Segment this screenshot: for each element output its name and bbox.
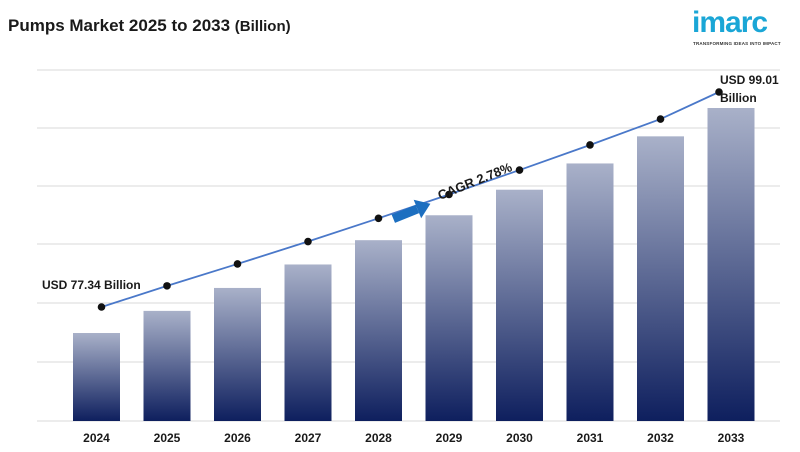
logo-word: imarc <box>692 6 768 39</box>
x-tick-label: 2025 <box>154 431 181 445</box>
start-value-label: USD 77.34 Billion <box>42 278 141 292</box>
chart-title: Pumps Market 2025 to 2033 (Billion) <box>8 16 291 36</box>
bar-2029 <box>425 215 473 421</box>
chart-title-unit: (Billion) <box>234 18 291 35</box>
trend-point-2029 <box>445 190 453 199</box>
bar-2032 <box>637 136 684 421</box>
x-tick-label: 2033 <box>718 431 745 445</box>
bar-2033 <box>707 108 755 421</box>
end-value-label-line2: Billion <box>720 91 757 105</box>
x-tick-label: 2030 <box>506 431 533 445</box>
chart-title-main: Pumps Market 2025 to 2033 <box>8 16 231 35</box>
x-tick-label: 2026 <box>224 431 251 445</box>
bar-2024 <box>73 333 120 421</box>
x-axis-labels: 2024 2025 2026 2027 2028 2029 2030 2031 2032 2033 <box>83 431 745 445</box>
trend-point-2030 <box>515 166 524 174</box>
bar-2028 <box>355 240 402 421</box>
trend-point-2025 <box>163 282 171 290</box>
bar-2030 <box>496 189 543 421</box>
trend-point-2033 <box>715 88 723 96</box>
x-tick-label: 2031 <box>577 431 604 445</box>
trend-point-2031 <box>586 141 594 149</box>
end-value-label-line1: USD 99.01 <box>720 73 779 87</box>
trend-point-2024 <box>97 303 106 311</box>
cagr-arrow-head <box>413 199 431 219</box>
x-tick-label: 2027 <box>295 431 322 445</box>
trend-point-2028 <box>374 214 383 223</box>
x-tick-label: 2028 <box>365 431 392 445</box>
x-tick-label: 2024 <box>83 431 110 445</box>
trend-point-2032 <box>656 115 665 123</box>
cagr-arrow-shaft <box>391 204 420 223</box>
bar-2027 <box>284 264 332 421</box>
trend-point-2027 <box>304 237 312 246</box>
cagr-arrow-icon <box>391 199 431 223</box>
trend-line <box>97 88 723 311</box>
bar-2025 <box>143 310 191 421</box>
x-tick-label: 2029 <box>436 431 463 445</box>
imarc-logo: imarc TRANSFORMING IDEAS INTO IMPACT <box>690 6 782 50</box>
bar-2026 <box>214 287 261 421</box>
bars <box>73 108 755 421</box>
bar-2031 <box>566 163 614 421</box>
logo-tagline: TRANSFORMING IDEAS INTO IMPACT <box>693 41 781 46</box>
x-tick-label: 2032 <box>647 431 674 445</box>
trend-polyline <box>101 91 720 308</box>
trend-point-2026 <box>233 260 242 268</box>
